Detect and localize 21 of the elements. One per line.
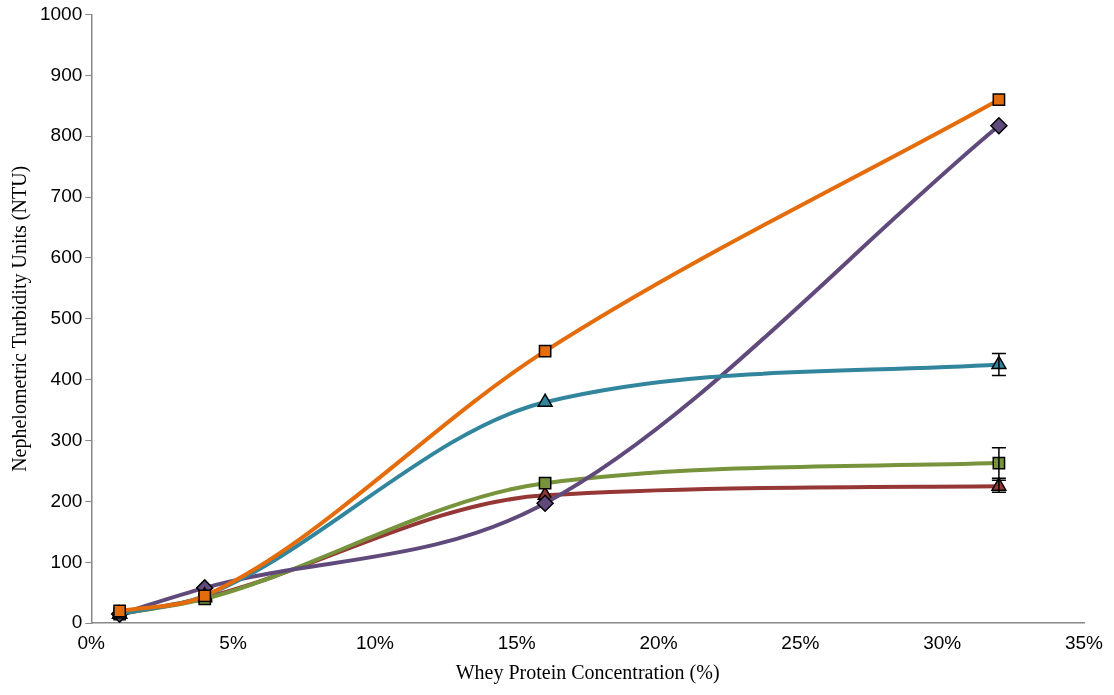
x-tick-label: 25%: [781, 631, 820, 653]
x-axis-title: Whey Protein Concentration (%): [455, 661, 720, 685]
x-tick-label: 35%: [1064, 631, 1104, 653]
y-tick-label: 100: [50, 550, 83, 572]
y-axis-title: Nephelometric Turbidity Units (NTU): [8, 165, 32, 472]
y-tick-label: 600: [50, 246, 83, 268]
x-tick-label: 30%: [923, 631, 962, 653]
x-tick-label: 10%: [355, 631, 395, 653]
x-tick-label: 0%: [77, 631, 106, 653]
x-tick-label: 15%: [497, 631, 536, 653]
x-tick-label: 20%: [639, 631, 678, 653]
y-tick-label: 0: [71, 611, 83, 633]
y-tick-label: 500: [50, 307, 83, 329]
x-tick-label: 5%: [219, 631, 247, 653]
y-tick-label: 200: [50, 489, 83, 511]
y-tick-label: 300: [50, 428, 83, 450]
y-tick-label: 900: [50, 63, 83, 85]
y-tick-label: 800: [50, 124, 83, 146]
y-tick-label: 400: [50, 367, 83, 389]
y-tick-label: 1000: [39, 2, 83, 24]
y-tick-label: 700: [50, 185, 83, 207]
